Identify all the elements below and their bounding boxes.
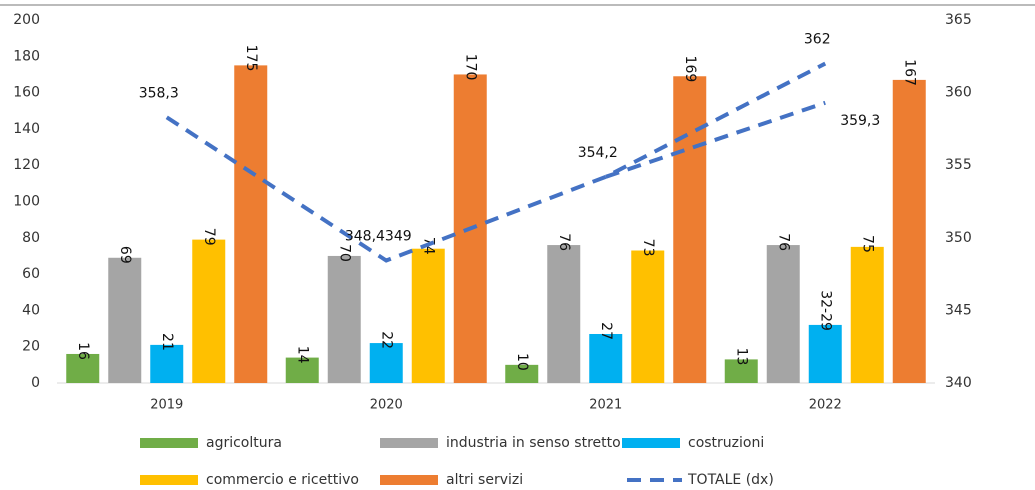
y2-tick-label: 365 — [945, 12, 972, 28]
y-tick-label: 120 — [13, 157, 40, 173]
legend-label: costruzioni — [688, 435, 764, 451]
legend-label: agricoltura — [206, 435, 282, 451]
total-line — [605, 100, 826, 179]
legend-swatch — [622, 438, 680, 448]
bar — [850, 246, 884, 383]
bar — [369, 343, 403, 383]
y-tick-label: 140 — [13, 121, 40, 137]
bar — [505, 364, 539, 383]
x-tick-label: 2019 — [150, 398, 183, 413]
y-tick-label: 80 — [22, 230, 40, 246]
bar-value-label: 27 — [598, 322, 614, 340]
y-tick-label: 200 — [13, 12, 40, 28]
bar — [234, 65, 268, 383]
bar-value-label: 76 — [775, 233, 791, 251]
y-tick-label: 60 — [22, 266, 40, 282]
y-tick-label: 100 — [13, 194, 40, 210]
total-line — [165, 61, 827, 263]
bar-value-label: 175 — [243, 45, 259, 72]
y2-tick-label: 340 — [945, 375, 972, 391]
bar-value-label: 22 — [378, 331, 394, 349]
legend-label: commercio e ricettivo — [206, 472, 359, 488]
line-value-label: 359,3 — [840, 113, 880, 129]
bar — [547, 245, 581, 383]
bar — [192, 239, 226, 383]
y-tick-label: 160 — [13, 85, 40, 101]
bar — [327, 255, 361, 383]
x-tick-label: 2020 — [370, 398, 403, 413]
bar-value-label: 16 — [75, 342, 91, 360]
bar — [150, 344, 184, 383]
y2-tick-label: 345 — [945, 302, 972, 318]
line-value-label: 362 — [804, 32, 831, 48]
bar-value-label: 69 — [117, 246, 133, 264]
bar-value-label: 76 — [556, 233, 572, 251]
legend-swatch — [380, 438, 438, 448]
legend-label: TOTALE (dx) — [687, 472, 774, 488]
legend-swatch — [140, 438, 198, 448]
bar — [673, 76, 707, 383]
y2-tick-label: 355 — [945, 157, 972, 173]
bar-value-label: 21 — [159, 333, 175, 351]
bar-value-label: 32-29 — [817, 290, 833, 331]
bar-value-label: 13 — [733, 348, 749, 366]
x-tick-label: 2021 — [589, 398, 622, 413]
bar-value-label: 14 — [294, 346, 310, 364]
x-tick-label: 2022 — [809, 398, 842, 413]
bar-value-label: 170 — [462, 54, 478, 81]
bar — [808, 324, 842, 383]
y2-tick-label: 350 — [945, 230, 972, 246]
bar — [285, 357, 319, 383]
bar-value-label: 75 — [859, 235, 875, 253]
y-tick-label: 20 — [22, 339, 40, 355]
bar — [766, 245, 800, 383]
bar-value-label: 73 — [640, 239, 656, 257]
bar — [411, 248, 445, 383]
bar — [724, 359, 758, 383]
bar-value-label: 79 — [201, 228, 217, 246]
bar — [631, 250, 665, 383]
line-value-label: 358,3 — [139, 85, 179, 101]
bar-value-label: 169 — [682, 56, 698, 83]
line-value-label: 348,4349 — [345, 229, 412, 245]
bar — [108, 257, 142, 383]
legend-swatch — [380, 475, 438, 485]
y-tick-label: 180 — [13, 48, 40, 64]
bar — [66, 353, 100, 383]
bar-value-label: 10 — [514, 353, 530, 371]
bar-value-label: 167 — [901, 59, 917, 86]
legend-label: industria in senso stretto — [446, 435, 621, 451]
legend-label: altri servizi — [446, 472, 523, 488]
line-value-label: 354,2 — [578, 145, 618, 161]
bar — [589, 333, 623, 383]
y-tick-label: 0 — [31, 375, 40, 391]
legend-swatch — [140, 475, 198, 485]
bar-value-label: 70 — [336, 244, 352, 262]
y-tick-label: 40 — [22, 302, 40, 318]
bar — [892, 79, 926, 384]
y2-tick-label: 360 — [945, 85, 972, 101]
